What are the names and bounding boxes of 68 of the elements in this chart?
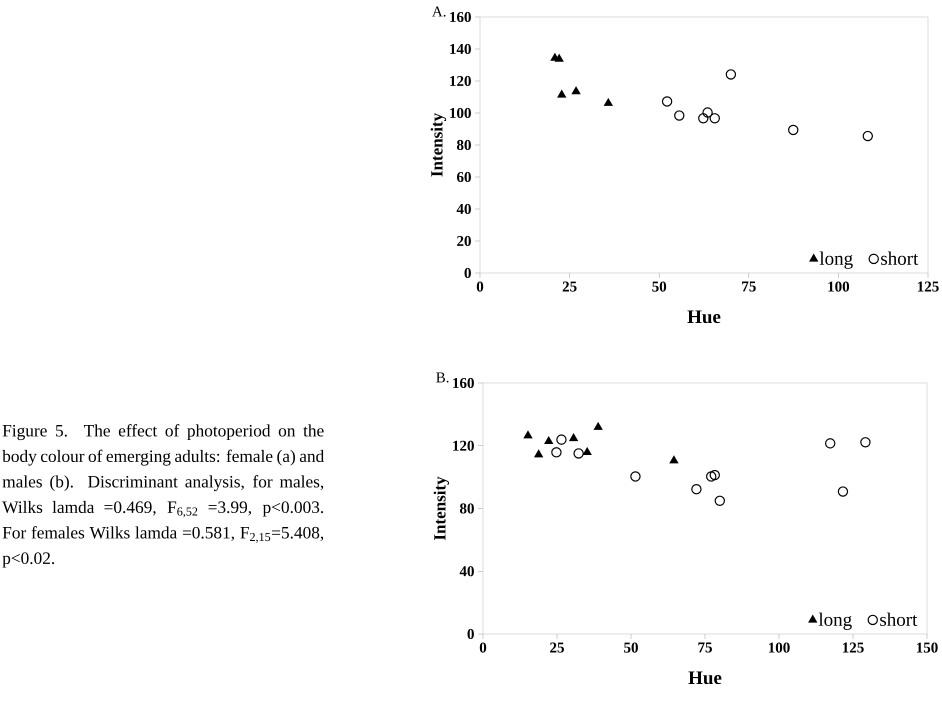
point (662, 96, 672, 107)
x-tick-label: 100 (768, 642, 790, 653)
y-tick-label: 20 (457, 236, 471, 246)
point (582, 448, 592, 456)
point (544, 436, 553, 444)
x-tick-label: 0 (476, 282, 484, 292)
y-tick-label: 160 (453, 378, 474, 388)
chart-title: B. (436, 372, 448, 383)
x-tick-label: 100 (828, 282, 850, 292)
y-tick-label: 120 (450, 76, 471, 86)
x-tick-label: 50 (652, 282, 666, 292)
y-tick-label: 160 (450, 12, 471, 22)
point (706, 471, 716, 482)
y-tick-label: 40 (456, 204, 471, 214)
legend-label: long (818, 612, 852, 630)
point (714, 496, 726, 506)
y-tick-label: 60 (456, 172, 471, 182)
legend-label: short (880, 612, 918, 626)
point (691, 484, 702, 494)
point (825, 438, 836, 449)
point (572, 86, 580, 94)
point (710, 113, 720, 124)
point (702, 107, 713, 118)
x-tick-label: 150 (916, 642, 938, 653)
legend-label: long (820, 252, 853, 269)
y-tick-label: 100 (450, 108, 471, 118)
x-tick-label: 75 (698, 642, 712, 652)
legend-label: short (881, 252, 918, 265)
x-tick-label: 0 (480, 642, 486, 653)
y-axis-title: Intensity (430, 113, 446, 177)
x-axis-title: Hue (687, 310, 720, 324)
x-axis-title: Hue (688, 672, 722, 684)
text: Figure 5. The effect of photoperiod on the body colour of emerging adults: female (a) and males (b). Discriminant analysis, for males, Wilks lamda =0.469, F$_{6,52}$ =3.99, p<0.003. For females Wilks lamda =0.581, F$_{2,15}$=5.408, p<0.02. (2, 424, 324, 568)
point (630, 471, 641, 482)
x-tick-label: 75 (742, 282, 756, 292)
point (524, 430, 532, 438)
y-tick-label: 80 (460, 503, 474, 514)
point (569, 434, 578, 442)
point (604, 98, 613, 106)
y-tick-label: 0 (468, 628, 474, 640)
x-tick-label: 25 (550, 642, 564, 653)
y-tick-label: 0 (464, 268, 471, 278)
chart-title: A. (432, 6, 446, 17)
point (670, 456, 678, 464)
point (674, 110, 684, 121)
y-tick-label: 140 (450, 44, 471, 54)
x-tick-label: 25 (562, 282, 577, 292)
y-tick-label: 80 (456, 140, 471, 150)
x-tick-label: 125 (842, 642, 864, 653)
y-axis-title: Intensity (434, 476, 450, 540)
point (862, 130, 873, 142)
point (838, 486, 848, 497)
point (860, 437, 871, 448)
x-tick-label: 50 (624, 642, 638, 653)
point (726, 69, 736, 80)
y-tick-label: 120 (453, 440, 474, 451)
point (788, 124, 798, 136)
point (556, 434, 567, 445)
point (710, 470, 720, 480)
y-tick-label: 40 (460, 566, 474, 576)
point (573, 448, 584, 459)
point (554, 54, 564, 62)
point (698, 113, 708, 124)
point (551, 447, 562, 458)
point (594, 422, 602, 430)
x-tick-label: 125 (918, 282, 939, 292)
point (534, 450, 543, 458)
point (557, 90, 566, 98)
